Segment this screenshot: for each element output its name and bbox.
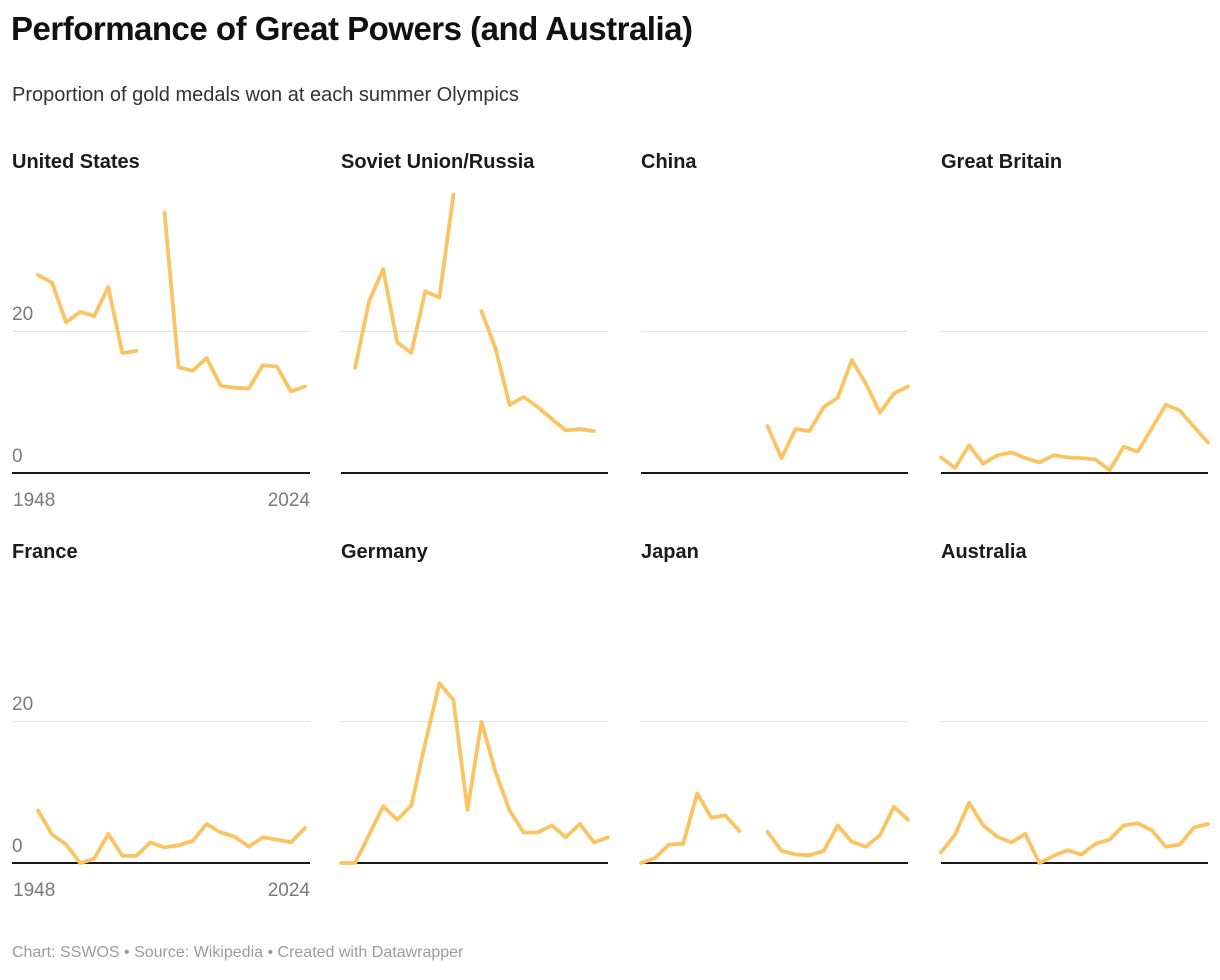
panel-title-france: France (12, 541, 78, 563)
panel-japan: Japan (639, 540, 910, 905)
x-tick-2024: 2024 (268, 880, 311, 901)
x-tick-1948: 1948 (13, 490, 55, 511)
panel-soviet-union-russia: Soviet Union/Russia (341, 150, 608, 515)
attribution-footer: Chart: SSWOS • Source: Wikipedia • Creat… (12, 944, 464, 961)
page-title: Performance of Great Powers (and Austral… (11, 10, 693, 47)
panel-united-states: United States 20 0 1948 2024 (12, 150, 310, 515)
panel-great-britain: Great Britain (939, 150, 1210, 515)
sparkline-japan (639, 721, 910, 865)
x-tick-2024: 2024 (268, 490, 311, 511)
sparkline-china (641, 331, 910, 474)
panel-china: China (641, 150, 910, 515)
data-line (36, 808, 307, 865)
y-tick-0: 0 (12, 446, 23, 467)
panel-title-united-states: United States (12, 151, 140, 173)
panel-title-soviet-union-russia: Soviet Union/Russia (341, 151, 535, 173)
sparkline-germany (339, 681, 610, 865)
data-line (939, 402, 1210, 473)
panel-title-germany: Germany (341, 541, 428, 563)
chart-subtitle: Proportion of gold medals won at each su… (12, 84, 519, 106)
panel-australia: Australia (939, 540, 1210, 905)
data-line (353, 192, 596, 433)
y-tick-20: 20 (12, 694, 33, 715)
panel-title-china: China (641, 151, 697, 173)
sparkline-united-states: 20 0 1948 2024 (12, 210, 311, 511)
sparkline-france: 20 0 1948 2024 (12, 694, 311, 901)
panel-germany: Germany (339, 540, 610, 905)
y-tick-0: 0 (12, 836, 23, 857)
panel-france: France 20 0 1948 2024 (12, 540, 310, 905)
panel-title-australia: Australia (941, 541, 1027, 563)
panel-title-great-britain: Great Britain (941, 151, 1063, 173)
y-tick-20: 20 (12, 304, 33, 325)
data-line (339, 681, 610, 865)
data-line (36, 210, 307, 394)
panel-title-japan: Japan (641, 541, 699, 563)
data-line (639, 791, 910, 865)
sparkline-great-britain (939, 331, 1210, 474)
data-line (939, 800, 1210, 865)
x-tick-1948: 1948 (13, 880, 55, 901)
data-line (765, 358, 910, 460)
sparkline-australia (939, 721, 1210, 865)
sparkline-soviet-union-russia (341, 192, 608, 474)
